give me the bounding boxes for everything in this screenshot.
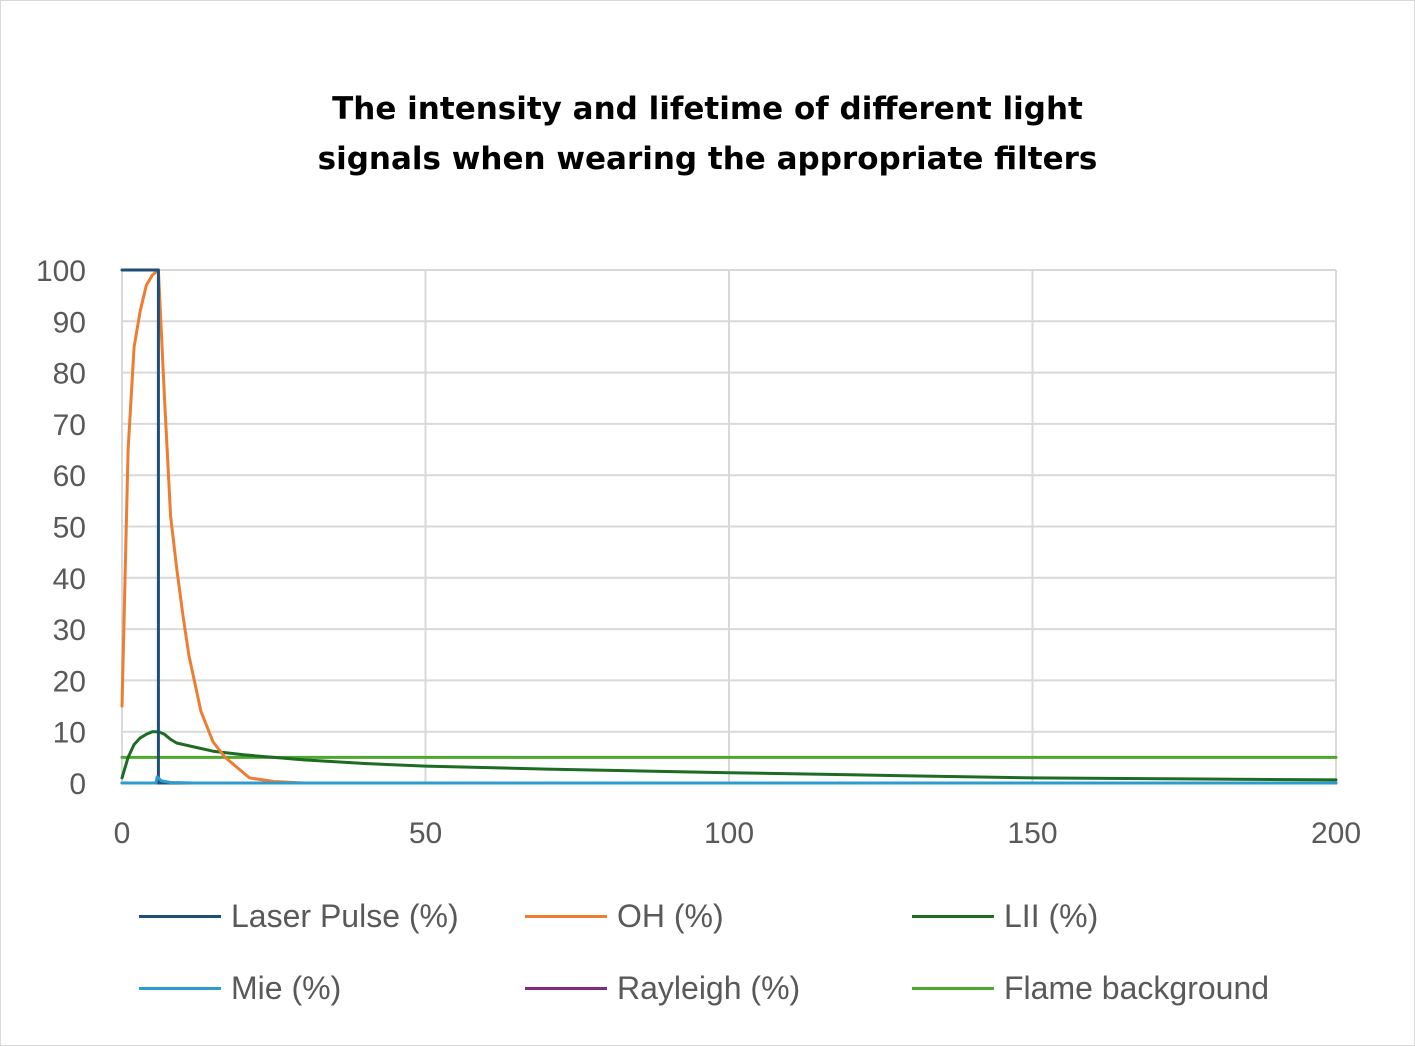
y-tick-label: 10	[53, 717, 86, 750]
series-layer	[120, 268, 1338, 785]
gridlines	[121, 269, 1337, 784]
x-tick-label: 50	[409, 817, 442, 850]
y-tick-label: 0	[69, 768, 86, 801]
series-line-lii	[120, 730, 1338, 782]
y-tick-label: 30	[53, 614, 86, 647]
y-tick-label: 100	[36, 255, 86, 288]
y-tick-label: 40	[53, 563, 86, 596]
chart-title-line-1: The intensity and lifetime of different …	[332, 91, 1083, 127]
series-line-oh	[120, 268, 1338, 785]
y-tick-label: 90	[53, 306, 86, 339]
chart-title: The intensity and lifetime of different …	[0, 84, 1415, 184]
y-tick-label: 50	[53, 512, 86, 545]
x-tick-label: 100	[704, 817, 754, 850]
y-tick-label: 80	[53, 358, 86, 391]
x-tick-label: 200	[1311, 817, 1361, 850]
y-tick-label: 60	[53, 460, 86, 493]
tick-labels: 0 10 20 30 40 50 60 70 80 90 100 0 50 100 150 200	[36, 255, 1361, 850]
y-tick-label: 20	[53, 665, 86, 698]
y-tick-label: 70	[53, 409, 86, 442]
x-tick-label: 150	[1007, 817, 1057, 850]
x-tick-label: 0	[114, 817, 131, 850]
series-line-mie	[120, 775, 1338, 785]
chart-title-line-2: signals when wearing the appropriate fil…	[317, 141, 1098, 177]
